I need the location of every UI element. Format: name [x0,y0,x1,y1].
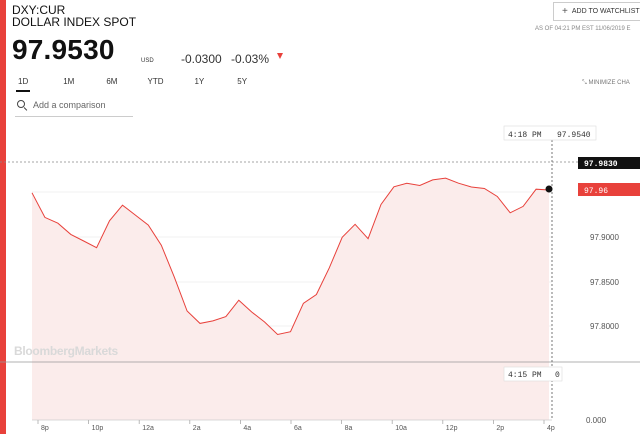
down-arrow-icon [277,53,283,59]
x-tick-label: 8a [345,425,353,432]
top-hover-label [503,125,597,141]
search-icon [17,100,25,108]
x-tick-label: 10a [395,425,407,432]
price-line [31,177,550,336]
minimize-chart-label: MINIMIZE CHA [588,80,630,86]
y-tick-label: 97.9000 [590,233,619,242]
y-tick-label: 97.8500 [590,278,619,287]
x-tick-label: 12p [446,425,458,432]
x-tick-label: 12a [142,425,154,432]
tab-6m[interactable]: 6M [106,77,118,86]
x-tick-label: 6a [294,425,302,432]
x-tick-label: 2a [193,425,201,432]
price-change-pct: -0.03% [231,52,270,66]
minimize-icon: ⤡ [582,80,589,86]
minimize-chart-button[interactable]: ⤡ MINIMIZE CHA [582,80,630,87]
x-tick-label: 4a [243,425,251,432]
instrument-name: DOLLAR INDEX SPOT [12,15,137,29]
bottom-hover-label [503,366,563,382]
current-price-value: 97.96 [584,187,608,196]
price-area [32,178,549,420]
x-tick-label: 8p [41,425,49,432]
price-unit: USD [141,58,154,64]
add-to-watchlist-label: ADD TO WATCHLIST [571,8,640,15]
y-tick-label: 0.000 [586,416,607,425]
tab-1y[interactable]: 1Y [194,77,205,86]
top-hover-time: 4:18 PM [508,131,542,140]
ticker-symbol: DXY:CUR [12,3,66,17]
price-value: 97.9530 [12,34,115,65]
x-tick-label: 10p [92,425,104,432]
x-axis-ticks: 8p 10p 12a 2a 4a 6a 8a 10a 12p 2p 4p [37,420,555,432]
accent-bar [0,0,6,434]
tab-5y[interactable]: 5Y [237,77,248,86]
tab-1d[interactable]: 1D [15,77,31,92]
tab-1m[interactable]: 1M [63,77,75,86]
bottom-hover-time: 4:15 PM [508,371,542,380]
current-point [545,185,553,193]
current-price-tag [578,183,640,196]
add-to-watchlist-button[interactable]: + ADD TO WATCHLIST [553,2,640,21]
top-hover-value: 97.9540 [557,131,591,140]
comparison-search [15,94,133,117]
high-price-value: 97.9830 [584,160,618,169]
price-change: -0.0300 [181,52,222,66]
time-range-tabs: 1D 1M 6M YTD 1Y 5Y [15,77,248,92]
bloomberg-markets-watermark: BloombergMarkets [14,344,118,358]
comparison-input[interactable] [33,97,129,113]
y-tick-label: 97.8000 [590,322,619,331]
x-tick-label: 2p [496,425,504,432]
as-of-timestamp: AS OF 04:21 PM EST 11/06/2019 E [535,26,631,32]
high-price-tag [578,157,640,169]
tab-ytd[interactable]: YTD [147,77,164,86]
plus-icon: + [562,6,568,17]
bottom-hover-value: 0 [555,371,560,380]
x-tick-label: 4p [547,425,555,432]
